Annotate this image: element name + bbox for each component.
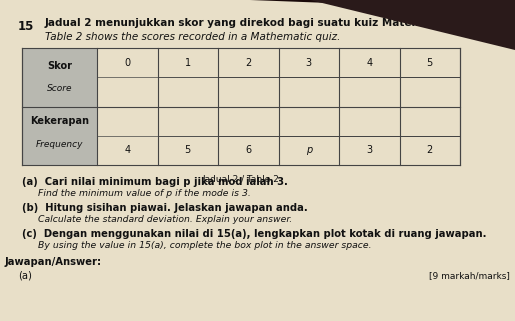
Text: Jawapan/Answer:: Jawapan/Answer: bbox=[5, 257, 102, 267]
Text: 4: 4 bbox=[124, 145, 130, 155]
Text: [9 markah/marks]: [9 markah/marks] bbox=[429, 271, 510, 280]
Text: 3: 3 bbox=[306, 58, 312, 68]
Text: 15: 15 bbox=[18, 20, 35, 33]
Text: p: p bbox=[305, 145, 312, 155]
Text: Jadual 2 / Table 2: Jadual 2 / Table 2 bbox=[202, 175, 280, 184]
Text: 6: 6 bbox=[245, 145, 251, 155]
Polygon shape bbox=[250, 0, 515, 10]
Text: (c)  Dengan menggunakan nilai di 15(a), lengkapkan plot kotak di ruang jawapan.: (c) Dengan menggunakan nilai di 15(a), l… bbox=[22, 229, 487, 239]
Text: Find the minimum value of p if the mode is 3.: Find the minimum value of p if the mode … bbox=[38, 189, 251, 198]
Bar bbox=[22, 107, 97, 165]
Text: 2: 2 bbox=[245, 58, 251, 68]
Text: 2: 2 bbox=[426, 145, 433, 155]
Text: Frequency: Frequency bbox=[36, 140, 83, 149]
Text: 0: 0 bbox=[124, 58, 130, 68]
Text: 5: 5 bbox=[426, 58, 433, 68]
Text: 1: 1 bbox=[185, 58, 191, 68]
Text: (a): (a) bbox=[18, 271, 32, 281]
Text: Kekerapan: Kekerapan bbox=[30, 116, 89, 126]
Text: Skor: Skor bbox=[47, 61, 72, 71]
Text: Table 2 shows the scores recorded in a Mathematic quiz.: Table 2 shows the scores recorded in a M… bbox=[45, 32, 340, 42]
Text: 5: 5 bbox=[184, 145, 191, 155]
Text: (b)  Hitung sisihan piawai. Jelaskan jawapan anda.: (b) Hitung sisihan piawai. Jelaskan jawa… bbox=[22, 203, 308, 213]
Bar bbox=[22, 48, 97, 107]
Text: (a)  Cari nilai minimum bagi p jika mod ialah 3.: (a) Cari nilai minimum bagi p jika mod i… bbox=[22, 177, 288, 187]
Text: Score: Score bbox=[47, 84, 72, 93]
Polygon shape bbox=[310, 0, 515, 50]
Text: Jadual 2 menunjukkan skor yang direkod bagi suatu kuiz Matematik.: Jadual 2 menunjukkan skor yang direkod b… bbox=[45, 18, 450, 28]
Text: 4: 4 bbox=[366, 58, 372, 68]
Text: Calculate the standard deviation. Explain your answer.: Calculate the standard deviation. Explai… bbox=[38, 215, 292, 224]
Text: By using the value in 15(a), complete the box plot in the answer space.: By using the value in 15(a), complete th… bbox=[38, 241, 372, 250]
Text: 3: 3 bbox=[366, 145, 372, 155]
